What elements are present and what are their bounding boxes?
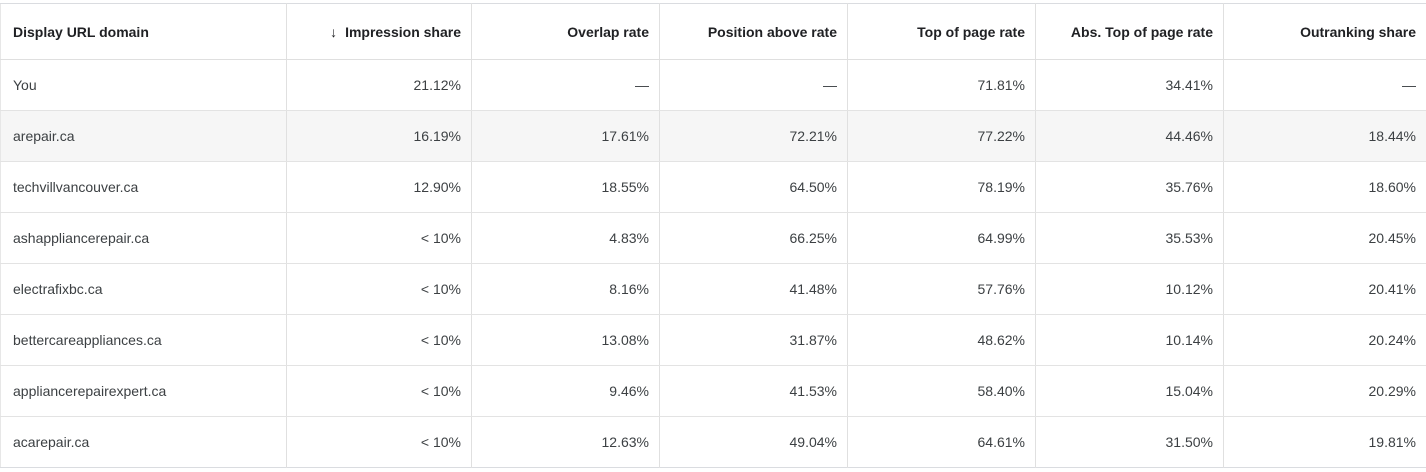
cell-impression-share: 12.90% bbox=[286, 161, 472, 213]
cell-impression-share: < 10% bbox=[286, 365, 472, 417]
cell-domain: ashappliancerepair.ca bbox=[0, 212, 287, 264]
cell-impression-share: < 10% bbox=[286, 212, 472, 264]
column-header-label: Top of page rate bbox=[917, 23, 1025, 40]
cell-abs-top-of-page-rate: 15.04% bbox=[1035, 365, 1224, 417]
cell-domain: arepair.ca bbox=[0, 110, 287, 162]
table-row[interactable]: arepair.ca 16.19% 17.61% 72.21% 77.22% 44.46%… bbox=[0, 110, 1426, 162]
column-header-label: Abs. Top of page rate bbox=[1070, 23, 1213, 40]
sort-descending-icon: ↓ bbox=[330, 23, 338, 40]
table-row[interactable]: techvillvancouver.ca 12.90% 18.55% 64.50% 78… bbox=[0, 161, 1426, 213]
cell-outranking-share: 20.29% bbox=[1223, 365, 1426, 417]
cell-impression-share: < 10% bbox=[286, 416, 472, 468]
cell-position-above-rate: 41.53% bbox=[659, 365, 848, 417]
cell-top-of-page-rate: 78.19% bbox=[847, 161, 1036, 213]
auction-insights-table: Display URL domain ↓ Impression share Overl… bbox=[0, 3, 1426, 468]
column-header-position-above-rate[interactable]: Position above rate bbox=[659, 3, 848, 60]
column-header-impression-share[interactable]: ↓ Impression share bbox=[286, 3, 472, 60]
column-header-overlap-rate[interactable]: Overlap rate bbox=[471, 3, 660, 60]
cell-overlap-rate: 12.63% bbox=[471, 416, 660, 468]
cell-abs-top-of-page-rate: 35.76% bbox=[1035, 161, 1224, 213]
cell-abs-top-of-page-rate: 10.12% bbox=[1035, 263, 1224, 315]
cell-outranking-share: 20.24% bbox=[1223, 314, 1426, 366]
cell-overlap-rate: — bbox=[471, 59, 660, 111]
table-row[interactable]: acarepair.ca < 10% 12.63% 49.04% 64.61% 31.50… bbox=[0, 416, 1426, 468]
cell-outranking-share: 20.45% bbox=[1223, 212, 1426, 264]
cell-position-above-rate: 72.21% bbox=[659, 110, 848, 162]
cell-outranking-share: 18.60% bbox=[1223, 161, 1426, 213]
cell-impression-share: 16.19% bbox=[286, 110, 472, 162]
cell-position-above-rate: 64.50% bbox=[659, 161, 848, 213]
cell-top-of-page-rate: 57.76% bbox=[847, 263, 1036, 315]
cell-top-of-page-rate: 48.62% bbox=[847, 314, 1036, 366]
column-header-outranking-share[interactable]: Outranking share bbox=[1223, 3, 1426, 60]
cell-overlap-rate: 9.46% bbox=[471, 365, 660, 417]
cell-overlap-rate: 4.83% bbox=[471, 212, 660, 264]
table-header-row: Display URL domain ↓ Impression share Overl… bbox=[0, 3, 1426, 60]
cell-outranking-share: — bbox=[1223, 59, 1426, 111]
cell-top-of-page-rate: 64.99% bbox=[847, 212, 1036, 264]
cell-top-of-page-rate: 64.61% bbox=[847, 416, 1036, 468]
cell-domain: electrafixbc.ca bbox=[0, 263, 287, 315]
table-row[interactable]: bettercareappliances.ca < 10% 13.08% 31.87%… bbox=[0, 314, 1426, 366]
cell-outranking-share: 20.41% bbox=[1223, 263, 1426, 315]
cell-domain: You bbox=[0, 59, 287, 111]
cell-impression-share: < 10% bbox=[286, 314, 472, 366]
cell-impression-share: < 10% bbox=[286, 263, 472, 315]
table-row[interactable]: ashappliancerepair.ca < 10% 4.83% 66.25% 64.… bbox=[0, 212, 1426, 264]
cell-position-above-rate: 41.48% bbox=[659, 263, 848, 315]
column-header-label: Impression share bbox=[345, 23, 461, 40]
cell-domain: bettercareappliances.ca bbox=[0, 314, 287, 366]
table-row[interactable]: electrafixbc.ca < 10% 8.16% 41.48% 57.76% 10.… bbox=[0, 263, 1426, 315]
cell-abs-top-of-page-rate: 31.50% bbox=[1035, 416, 1224, 468]
cell-position-above-rate: — bbox=[659, 59, 848, 111]
cell-top-of-page-rate: 71.81% bbox=[847, 59, 1036, 111]
cell-abs-top-of-page-rate: 44.46% bbox=[1035, 110, 1224, 162]
cell-top-of-page-rate: 77.22% bbox=[847, 110, 1036, 162]
column-header-label: Display URL domain bbox=[13, 23, 149, 40]
auction-insights-grid: Display URL domain ↓ Impression share Overl… bbox=[0, 3, 1426, 468]
cell-abs-top-of-page-rate: 34.41% bbox=[1035, 59, 1224, 111]
column-header-domain[interactable]: Display URL domain bbox=[0, 3, 287, 60]
cell-position-above-rate: 66.25% bbox=[659, 212, 848, 264]
column-header-label: Outranking share bbox=[1300, 23, 1416, 40]
cell-impression-share: 21.12% bbox=[286, 59, 472, 111]
cell-top-of-page-rate: 58.40% bbox=[847, 365, 1036, 417]
cell-domain: acarepair.ca bbox=[0, 416, 287, 468]
table-body: You 21.12% — —71.81% 34.41% — arepair.ca 16.19%… bbox=[0, 59, 1426, 468]
column-header-abs-top-of-page-rate[interactable]: Abs. Top of page rate bbox=[1035, 3, 1224, 60]
column-header-label: Position above rate bbox=[707, 23, 837, 40]
cell-position-above-rate: 49.04% bbox=[659, 416, 848, 468]
cell-position-above-rate: 31.87% bbox=[659, 314, 848, 366]
column-header-top-of-page-rate[interactable]: Top of page rate bbox=[847, 3, 1036, 60]
cell-domain: techvillvancouver.ca bbox=[0, 161, 287, 213]
table-row[interactable]: You 21.12% — —71.81% 34.41% — bbox=[0, 59, 1426, 111]
cell-abs-top-of-page-rate: 35.53% bbox=[1035, 212, 1224, 264]
cell-outranking-share: 18.44% bbox=[1223, 110, 1426, 162]
cell-domain: appliancerepairexpert.ca bbox=[0, 365, 287, 417]
cell-outranking-share: 19.81% bbox=[1368, 434, 1416, 450]
cell-overlap-rate: 18.55% bbox=[471, 161, 660, 213]
cell-overlap-rate: 8.16% bbox=[471, 263, 660, 315]
cell-overlap-rate: 13.08% bbox=[471, 314, 660, 366]
cell-abs-top-of-page-rate: 10.14% bbox=[1035, 314, 1224, 366]
column-header-label: Overlap rate bbox=[567, 23, 649, 40]
table-row[interactable]: appliancerepairexpert.ca < 10% 9.46% 41.53%… bbox=[0, 365, 1426, 417]
cell-overlap-rate: 17.61% bbox=[471, 110, 660, 162]
